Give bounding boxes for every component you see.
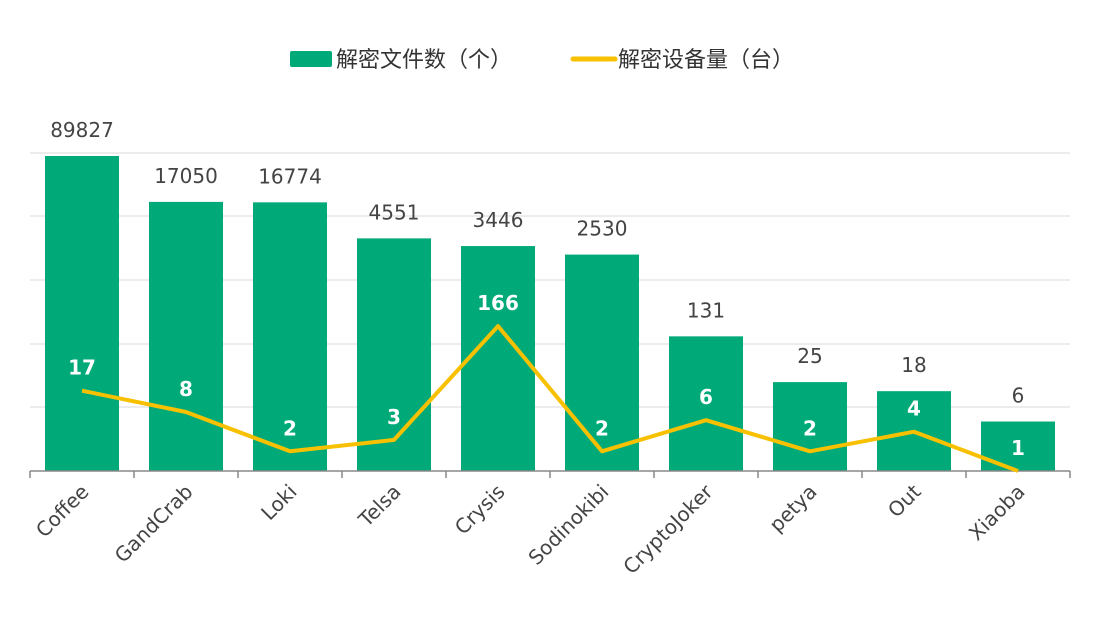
bars xyxy=(45,156,1055,471)
bar-sodinokibi xyxy=(565,254,639,471)
bar-value-label-coffee: 89827 xyxy=(50,118,114,142)
bar-value-label-out: 18 xyxy=(901,353,926,377)
bar-value-label-loki: 16774 xyxy=(258,164,322,188)
line-value-labels: 17 8 2 3 166 2 6 2 4 1 xyxy=(68,291,1025,460)
bar-coffee xyxy=(45,156,119,471)
device-series-line xyxy=(81,324,1019,473)
bar-value-label-xiaoba: 6 xyxy=(1012,384,1025,408)
bar-value-labels: 89827 17050 16774 4551 3446 2530 131 25 18 6 xyxy=(50,118,1024,408)
device-value-label-xiaoba: 1 xyxy=(1011,436,1025,460)
device-line xyxy=(81,324,1019,473)
bar-value-label-telsa: 4551 xyxy=(369,200,420,224)
x-tick-label-telsa: Telsa xyxy=(353,480,406,533)
bar-value-label-petya: 25 xyxy=(797,344,822,368)
device-value-label-out: 4 xyxy=(907,397,921,421)
x-tick-label-petya: petya xyxy=(764,480,821,537)
bar-gandcrab xyxy=(149,201,223,471)
device-value-label-petya: 2 xyxy=(803,416,817,440)
bar-cryptojoker xyxy=(669,336,743,471)
device-value-label-telsa: 3 xyxy=(387,405,401,429)
x-tick-label-cryptojoker: CryptoJoker xyxy=(618,479,718,579)
bar-petya xyxy=(773,382,847,471)
device-value-label-sodinokibi: 2 xyxy=(595,416,609,440)
x-tick-label-out: Out xyxy=(883,479,926,522)
x-tick-label-gandcrab: GandCrab xyxy=(110,480,198,568)
bar-value-label-cryptojoker: 131 xyxy=(687,298,725,322)
bar-value-label-gandcrab: 17050 xyxy=(154,164,218,188)
device-value-label-cryptojoker: 6 xyxy=(699,385,713,409)
device-value-label-loki: 2 xyxy=(283,416,297,440)
device-value-label-gandcrab: 8 xyxy=(179,377,193,401)
bar-value-label-sodinokibi: 2530 xyxy=(577,217,628,241)
legend: 解密文件数（个） 解密设备量（台） xyxy=(290,48,794,73)
bar-telsa xyxy=(357,238,431,471)
x-tick-label-coffee: Coffee xyxy=(31,480,94,543)
legend-swatch-files xyxy=(290,51,332,67)
x-tick-label-sodinokibi: Sodinokibi xyxy=(523,480,613,570)
x-tick-label-crysis: Crysis xyxy=(450,480,510,540)
x-tick-label-loki: Loki xyxy=(256,480,301,525)
legend-label-devices: 解密设备量（台） xyxy=(618,48,794,73)
bar-loki xyxy=(253,202,327,471)
legend-label-files: 解密文件数（个） xyxy=(336,48,512,73)
x-tick-label-xiaoba: Xiaoba xyxy=(964,480,1030,546)
device-value-label-crysis: 166 xyxy=(477,291,519,315)
bar-value-label-crysis: 3446 xyxy=(473,208,524,232)
device-value-label-coffee: 17 xyxy=(68,356,96,380)
x-axis: Coffee GandCrab Loki Telsa Crysis Sodinokibi C… xyxy=(29,470,1071,579)
